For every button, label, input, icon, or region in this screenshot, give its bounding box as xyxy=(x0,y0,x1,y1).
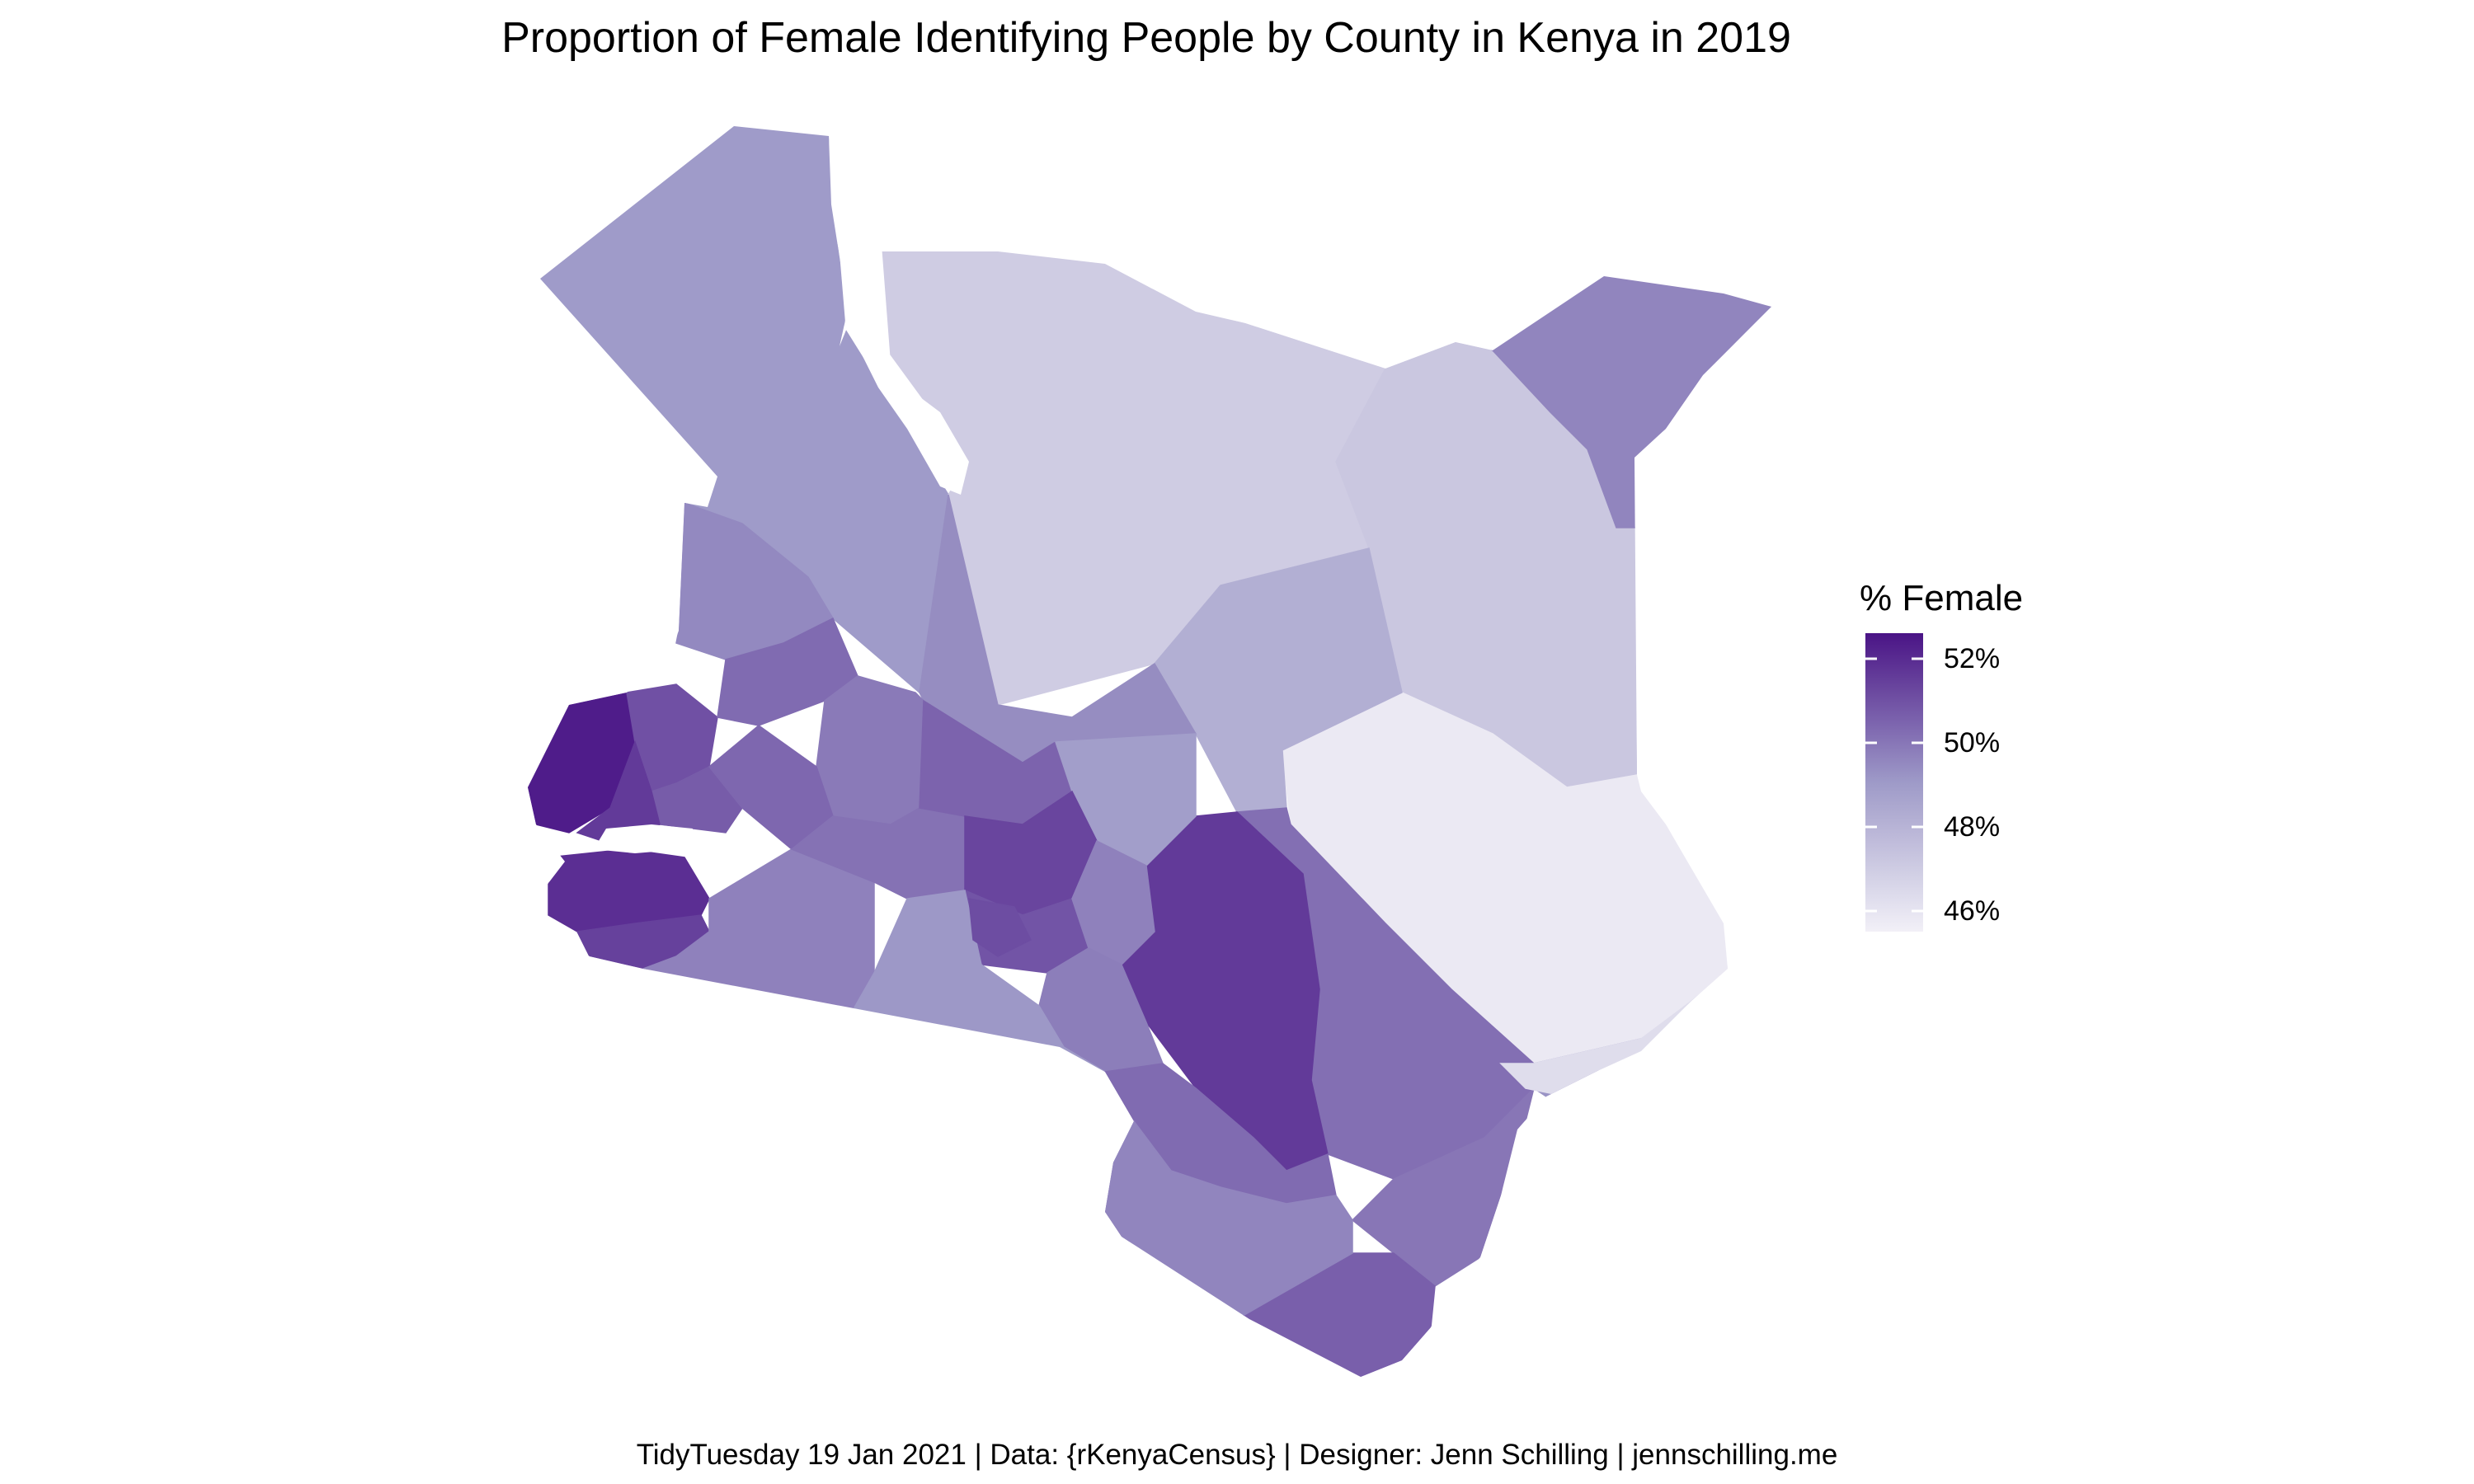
legend-tick-mark xyxy=(1865,741,1877,744)
caption: TidyTuesday 19 Jan 2021 | Data: {rKenyaC… xyxy=(636,1439,1838,1471)
county-region xyxy=(968,898,1032,957)
lake-turkana xyxy=(831,140,969,495)
legend-tick-label: 46% xyxy=(1944,895,2001,927)
legend-title: % Female xyxy=(1860,578,2024,618)
legend-tick-mark xyxy=(1912,741,1923,744)
lake-victoria xyxy=(594,824,693,853)
legend-tick-mark xyxy=(1912,909,1923,912)
county-region xyxy=(816,675,924,825)
county-region xyxy=(576,740,661,850)
legend-tick-mark xyxy=(1865,657,1877,660)
chart-title: Proportion of Female Identifying People … xyxy=(501,14,1791,62)
legend-tick-label: 50% xyxy=(1944,726,2001,758)
legend-tick-label: 48% xyxy=(1944,810,2001,843)
legend-tick-mark xyxy=(1912,657,1923,660)
legend-colorbar xyxy=(1865,633,1923,932)
legend-tick-label: 52% xyxy=(1944,642,2001,674)
legend-tick-mark xyxy=(1912,825,1923,829)
county-region xyxy=(1351,1086,1536,1287)
legend-tick-mark xyxy=(1865,825,1877,829)
legend-tick-mark xyxy=(1865,909,1877,912)
county-region xyxy=(1235,1252,1436,1377)
